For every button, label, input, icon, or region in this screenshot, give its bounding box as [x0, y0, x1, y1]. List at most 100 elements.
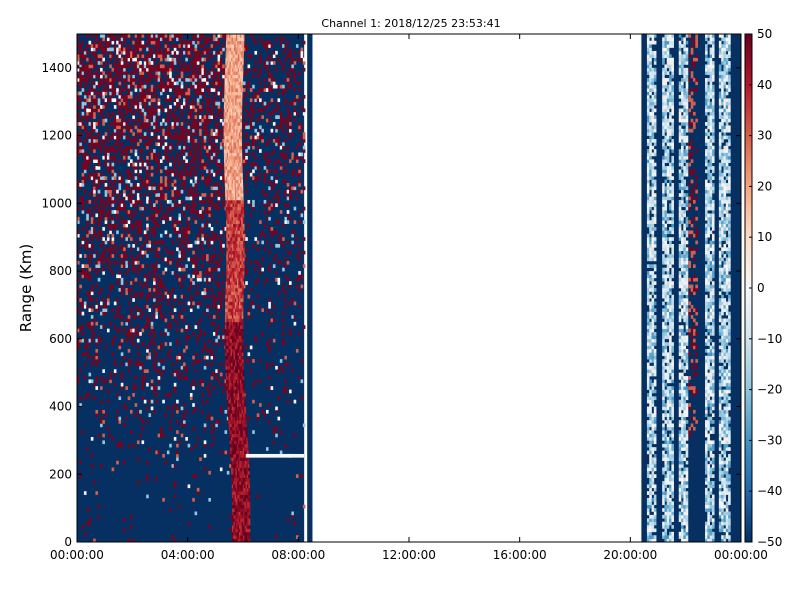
heatmap-cell [77, 111, 80, 116]
heatmap-cell [79, 105, 82, 109]
heatmap-cell [268, 403, 271, 407]
heatmap-cell [293, 521, 297, 526]
heatmap-cell [104, 98, 108, 103]
heatmap-cell [279, 240, 283, 245]
heatmap-cell [113, 176, 117, 180]
heatmap-cell [219, 61, 223, 65]
heatmap-cell [242, 81, 246, 86]
heatmap-cell [199, 94, 202, 99]
heatmap-cell [234, 315, 237, 319]
heatmap-cell [100, 94, 103, 99]
heatmap-cell [77, 288, 80, 292]
heatmap-cell [240, 365, 243, 370]
heatmap-cell [104, 162, 108, 167]
heatmap-cell [150, 84, 154, 89]
heatmap-cell [199, 88, 202, 92]
heatmap-cell [120, 206, 124, 211]
heatmap-cell [83, 128, 87, 133]
heatmap-cell [252, 145, 255, 150]
heatmap-cell [192, 142, 195, 147]
heatmap-cell [229, 369, 232, 373]
heatmap-cell [97, 304, 101, 309]
heatmap-cell [206, 277, 209, 282]
heatmap-cell [240, 304, 242, 309]
heatmap-cell [164, 328, 168, 333]
heatmap-cell [146, 172, 149, 177]
heatmap-cell [194, 91, 198, 96]
heatmap-cell [166, 352, 170, 357]
heatmap-cell [245, 142, 248, 147]
heatmap-cell [123, 105, 126, 109]
heatmap-cell [180, 183, 184, 187]
heatmap-cell [159, 332, 163, 336]
heatmap-cell [234, 260, 237, 265]
heatmap-cell [245, 247, 248, 252]
heatmap-cell [183, 362, 186, 367]
heatmap-cell [208, 525, 211, 529]
heatmap-cell [125, 386, 128, 390]
heatmap-cell [210, 362, 214, 367]
heatmap-cell [300, 47, 304, 52]
heatmap-cell [212, 132, 216, 136]
heatmap-cell [196, 61, 200, 65]
heatmap-cell [169, 294, 172, 299]
heatmap-cell [245, 176, 248, 180]
heatmap-cell [100, 230, 103, 235]
heatmap-cell [77, 308, 80, 313]
heatmap-cell [219, 57, 223, 62]
heatmap-cell [241, 437, 244, 441]
heatmap-cell [236, 328, 238, 333]
heatmap-cell [241, 521, 244, 526]
heatmap-cell [235, 474, 238, 478]
heatmap-cell [93, 355, 96, 360]
heatmap-cell [298, 304, 301, 309]
heatmap-cell [125, 362, 128, 367]
heatmap-cell [286, 78, 290, 82]
heatmap-cell [268, 321, 271, 326]
heatmap-cell [240, 250, 242, 255]
heatmap-cell [127, 213, 131, 218]
heatmap-cell [171, 304, 175, 309]
heatmap-cell [226, 294, 229, 299]
heatmap-cell [241, 426, 243, 431]
heatmap-cell [116, 57, 119, 62]
heatmap-cell [230, 250, 233, 255]
heatmap-cell [155, 260, 158, 265]
heatmap-cell [130, 145, 133, 150]
heatmap-cell [106, 162, 110, 167]
heatmap-cell [90, 243, 94, 248]
heatmap-cell [162, 155, 165, 160]
heatmap-cell [123, 257, 126, 262]
heatmap-cell [225, 304, 227, 309]
heatmap-cell [241, 328, 244, 333]
heatmap-cell [127, 260, 131, 265]
heatmap-cell [210, 277, 214, 282]
heatmap-cell [159, 91, 163, 96]
heatmap-cell [189, 294, 193, 299]
heatmap-cell [302, 186, 306, 191]
heatmap-cell [210, 108, 214, 113]
heatmap-cell [215, 64, 218, 69]
heatmap-cell [155, 50, 158, 55]
heatmap-cell [227, 257, 230, 262]
heatmap-cell [231, 487, 234, 492]
heatmap-cell [229, 396, 232, 401]
heatmap-cell [286, 54, 290, 59]
heatmap-cell [164, 47, 168, 52]
heatmap-cell [247, 311, 251, 316]
heatmap-cell [81, 176, 85, 180]
heatmap-cell [90, 227, 94, 231]
heatmap-cell [237, 254, 240, 258]
heatmap-cell [232, 416, 235, 421]
chart-title: Channel 1: 2018/12/25 23:53:41 [321, 17, 500, 30]
heatmap-cell [236, 518, 238, 522]
heatmap-cell [143, 240, 147, 245]
heatmap-cell [196, 274, 200, 279]
heatmap-cell [136, 223, 140, 228]
heatmap-cell [245, 91, 248, 96]
heatmap-cell [139, 206, 142, 211]
heatmap-cell [88, 521, 92, 526]
heatmap-cell [183, 44, 186, 48]
heatmap-cell [148, 193, 152, 197]
heatmap-cell [169, 392, 172, 397]
